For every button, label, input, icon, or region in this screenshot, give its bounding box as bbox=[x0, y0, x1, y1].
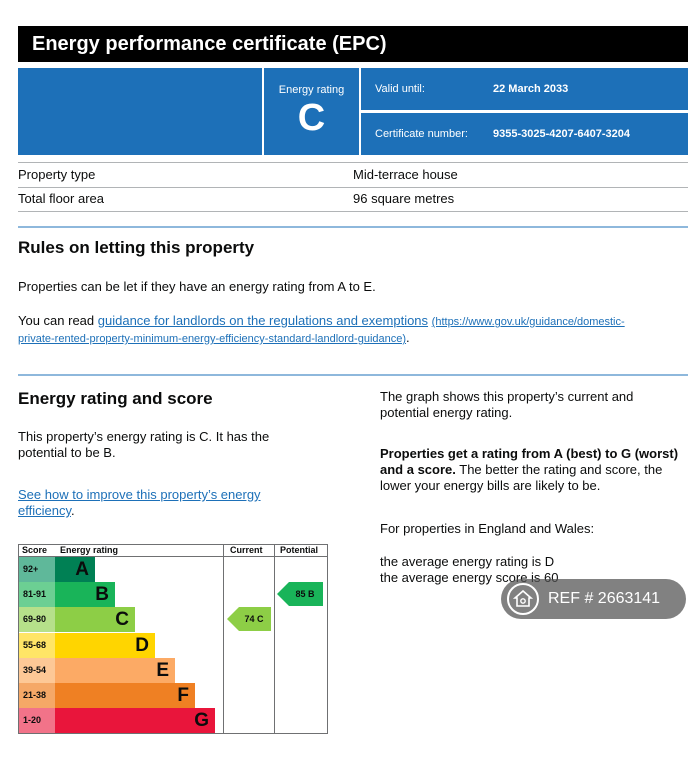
current-column-header: Current bbox=[230, 545, 263, 555]
rating-heading: Energy rating and score bbox=[18, 389, 213, 408]
england-wales-note: For properties in England and Wales: bbox=[380, 521, 595, 536]
letting-heading: Rules on letting this property bbox=[18, 238, 255, 257]
property-type-label: Property type bbox=[18, 167, 96, 182]
floor-area-row: Total floor area 96 square metres bbox=[18, 187, 688, 212]
band-a: A bbox=[55, 557, 95, 582]
graph-description: The graph shows this property’s current … bbox=[380, 389, 634, 420]
band-d: D bbox=[55, 633, 155, 658]
property-type-value: Mid-terrace house bbox=[353, 167, 458, 182]
band-c: C bbox=[55, 607, 135, 632]
potential-column-header: Potential bbox=[280, 545, 319, 555]
energy-rating-letter: C bbox=[297, 97, 326, 139]
section-divider bbox=[18, 374, 688, 376]
rating-column-header: Energy rating bbox=[60, 545, 119, 555]
certificate-number-label: Certificate number: bbox=[375, 128, 468, 140]
band-g: G bbox=[55, 708, 215, 733]
valid-until-value: 22 March 2033 bbox=[493, 83, 569, 95]
energy-rating-box: Energy rating C bbox=[264, 68, 359, 155]
epc-potential-divider bbox=[274, 544, 275, 734]
certificate-number-value: 9355-3025-4207-6407-3204 bbox=[493, 128, 631, 140]
floor-area-value: 96 square metres bbox=[353, 191, 455, 206]
score-range-a: 92+ bbox=[19, 557, 55, 582]
valid-until-row: Valid until: 22 March 2033 bbox=[361, 68, 688, 110]
band-b: B bbox=[55, 582, 115, 607]
guidance-url-line2[interactable]: private-rented-property-minimum-energy-e… bbox=[18, 333, 407, 345]
certificate-panel-left bbox=[18, 68, 262, 155]
improve-efficiency: See how to improve this property’s energ… bbox=[18, 487, 261, 518]
letting-para: Properties can be let if they have an en… bbox=[18, 279, 376, 294]
reference-number: REF # 2663141 bbox=[548, 590, 661, 607]
score-range-c: 69-80 bbox=[19, 607, 55, 632]
band-e: E bbox=[55, 658, 175, 683]
page-title: Energy performance certificate (EPC) bbox=[18, 26, 688, 62]
rating-summary: This property’s energy rating is C. It h… bbox=[18, 429, 270, 460]
band-f: F bbox=[55, 683, 195, 708]
section-divider bbox=[18, 226, 688, 228]
score-range-d: 55-68 bbox=[19, 633, 55, 658]
improve-link-line2[interactable]: efficiency bbox=[18, 503, 71, 518]
epc-chart bbox=[18, 544, 328, 734]
property-type-row: Property type Mid-terrace house bbox=[18, 162, 688, 188]
floor-area-label: Total floor area bbox=[18, 191, 104, 206]
score-column-header: Score bbox=[22, 545, 48, 555]
energy-rating-label: Energy rating bbox=[278, 84, 345, 96]
reference-badge: REF # 2663141 bbox=[501, 579, 686, 619]
certificate-number-row: Certificate number: 9355-3025-4207-6407-… bbox=[361, 113, 688, 155]
improve-link-line1[interactable]: See how to improve this property’s energ… bbox=[18, 487, 261, 502]
average-rating: the average energy rating is D bbox=[380, 554, 555, 569]
home-icon bbox=[507, 583, 539, 615]
letting-guidance-para: You can read guidance for landlords on t… bbox=[18, 313, 625, 345]
score-range-g: 1-20 bbox=[19, 708, 55, 733]
epc-current-divider bbox=[223, 544, 224, 734]
guidance-prefix: You can read bbox=[18, 313, 98, 328]
epc-header-divider bbox=[18, 556, 328, 557]
score-range-b: 81-91 bbox=[19, 582, 55, 607]
rating-explanation: Properties get a rating from A (best) to… bbox=[380, 446, 679, 493]
guidance-link[interactable]: guidance for landlords on the regulation… bbox=[97, 313, 429, 328]
guidance-url-line1[interactable]: (https://www.gov.uk/guidance/domestic- bbox=[431, 316, 625, 328]
score-range-e: 39-54 bbox=[19, 658, 55, 683]
valid-until-label: Valid until: bbox=[375, 83, 425, 95]
score-range-f: 21-38 bbox=[19, 683, 55, 708]
